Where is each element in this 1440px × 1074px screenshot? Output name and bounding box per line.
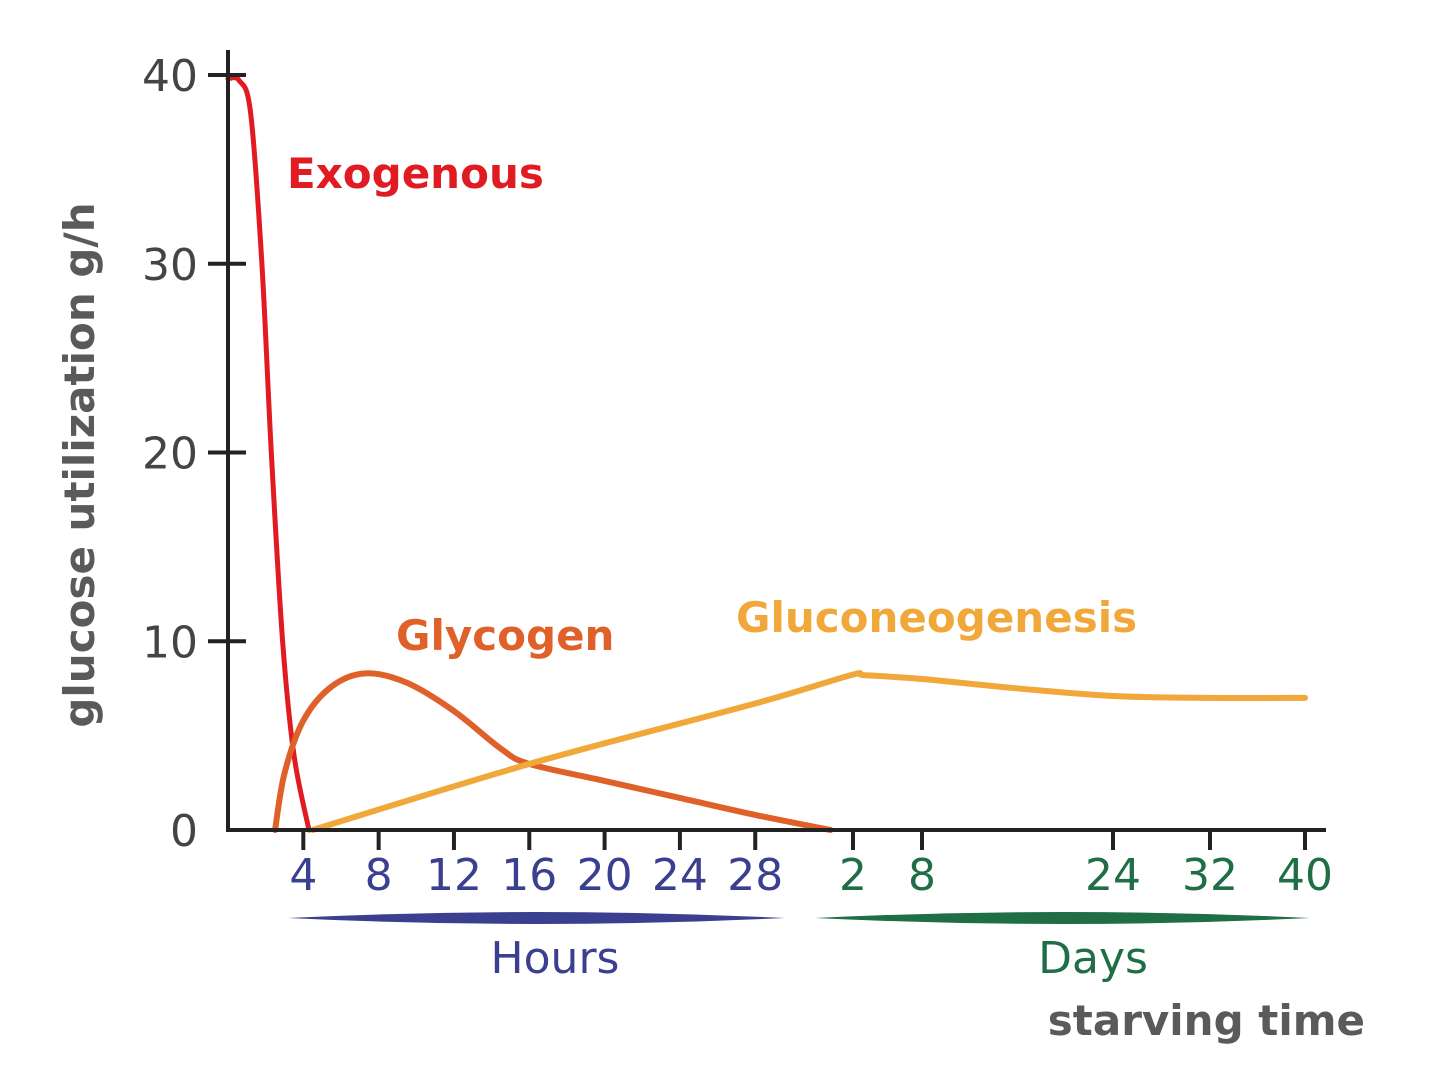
- x-tick-label-h: 4: [289, 850, 317, 901]
- x-tick-label-h: 24: [652, 850, 708, 901]
- x-axis-label: starving time: [1048, 996, 1365, 1045]
- series-label-gluconeogenesis: Gluconeogenesis: [736, 593, 1137, 642]
- series-labels: Exogenous Glycogen Gluconeogenesis: [287, 149, 1137, 660]
- x-tick-label-d: 2: [839, 850, 867, 901]
- series-label-exogenous: Exogenous: [287, 149, 544, 198]
- x-tick-label-h: 8: [365, 850, 393, 901]
- y-tick-label: 10: [142, 617, 198, 668]
- x-tick-label-d: 32: [1182, 850, 1238, 901]
- y-axis-label: glucose utilization g/h: [55, 202, 104, 727]
- y-tick-label: 20: [142, 429, 198, 480]
- series-line-exogenous: [225, 75, 312, 833]
- days-label: Days: [1038, 933, 1148, 984]
- curves: [225, 75, 1308, 833]
- x-tick-label-d: 24: [1085, 850, 1141, 901]
- x-tick-label-h: 12: [426, 850, 482, 901]
- series-label-glycogen: Glycogen: [396, 611, 614, 660]
- x-tick-label-d: 40: [1277, 850, 1333, 901]
- x-tick-label-h: 20: [577, 850, 633, 901]
- x-ticks: 4 8 12 16 20 24 28 2 8 24 32 40: [289, 830, 1333, 901]
- hours-bar: [288, 912, 785, 924]
- hours-label: Hours: [491, 933, 620, 984]
- y-tick-label: 0: [170, 806, 198, 857]
- y-tick-label: 40: [142, 51, 198, 102]
- days-bar: [815, 912, 1310, 924]
- x-tick-label-d: 8: [908, 850, 936, 901]
- x-tick-label-h: 16: [501, 850, 557, 901]
- series-line-glycogen: [272, 670, 834, 833]
- y-tick-label: 30: [142, 240, 198, 291]
- y-ticks: 0 10 20 30 40: [142, 51, 246, 857]
- series-line-gluconeogenesis: [309, 669, 1308, 833]
- x-tick-label-h: 28: [727, 850, 783, 901]
